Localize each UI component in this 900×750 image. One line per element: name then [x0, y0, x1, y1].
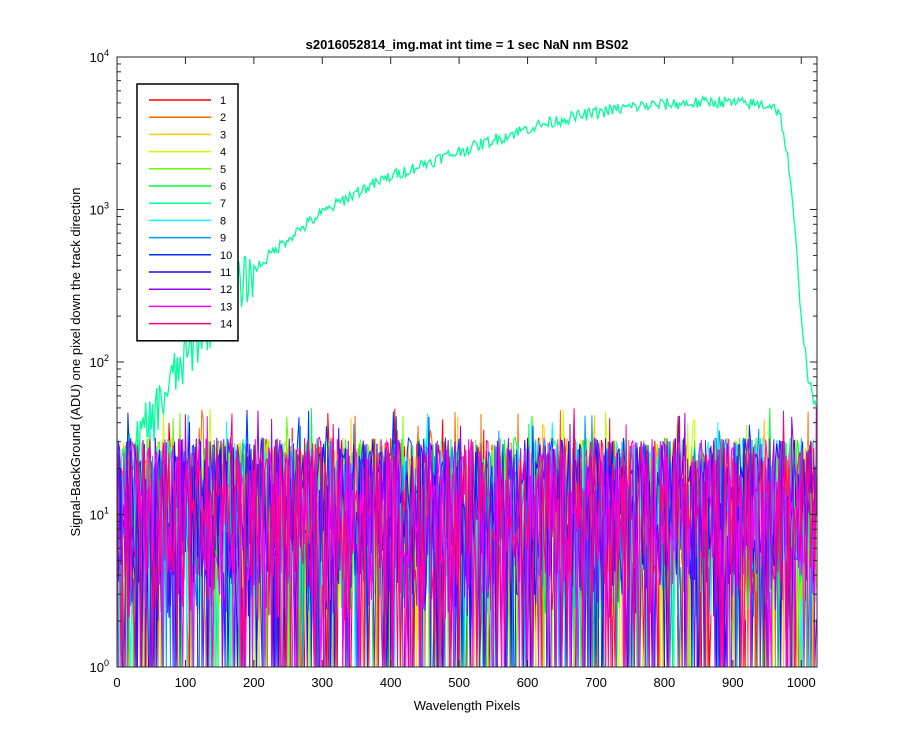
y-tick-label: 103 — [90, 201, 109, 218]
legend-label-10: 10 — [220, 250, 232, 262]
chart-title: s2016052814_img.mat int time = 1 sec NaN… — [306, 37, 629, 52]
legend-box — [136, 83, 239, 342]
legend-label-1: 1 — [220, 95, 226, 107]
x-ticks: 0 100 200 300 400 500 600 700 800 900 1000 — [113, 57, 816, 690]
legend-label-9: 9 — [220, 233, 226, 245]
x-tick-label: 1000 — [787, 675, 816, 690]
x-tick-label: 300 — [311, 675, 333, 690]
y-axis-label: Signal-BackGround (ADU) one pixel down t… — [68, 187, 83, 536]
x-tick-label: 100 — [175, 675, 197, 690]
legend-label-8: 8 — [220, 215, 226, 227]
y-tick-label: 101 — [90, 506, 109, 523]
y-tick-label: 102 — [90, 353, 109, 370]
x-tick-label: 900 — [722, 675, 744, 690]
x-tick-label: 0 — [113, 675, 120, 690]
legend-label-14: 14 — [220, 319, 232, 331]
legend-label-4: 4 — [220, 147, 226, 159]
x-tick-label: 500 — [448, 675, 470, 690]
legend-label-12: 12 — [220, 284, 232, 296]
x-tick-label: 700 — [585, 675, 607, 690]
legend-label-3: 3 — [220, 129, 226, 141]
x-tick-label: 800 — [654, 675, 676, 690]
x-tick-label: 400 — [380, 675, 402, 690]
x-axis-label: Wavelength Pixels — [414, 698, 521, 713]
x-tick-label: 200 — [243, 675, 265, 690]
series-layer — [116, 94, 817, 668]
y-tick-label: 100 — [90, 658, 109, 675]
legend-label-7: 7 — [220, 198, 226, 210]
legend-label-6: 6 — [220, 181, 226, 193]
legend-label-2: 2 — [220, 112, 226, 124]
legend-label-13: 13 — [220, 301, 232, 313]
legend-label-5: 5 — [220, 164, 226, 176]
x-tick-label: 600 — [517, 675, 539, 690]
legend-label-11: 11 — [220, 267, 231, 279]
series-line-14 — [116, 408, 817, 668]
y-tick-label: 104 — [90, 48, 109, 65]
